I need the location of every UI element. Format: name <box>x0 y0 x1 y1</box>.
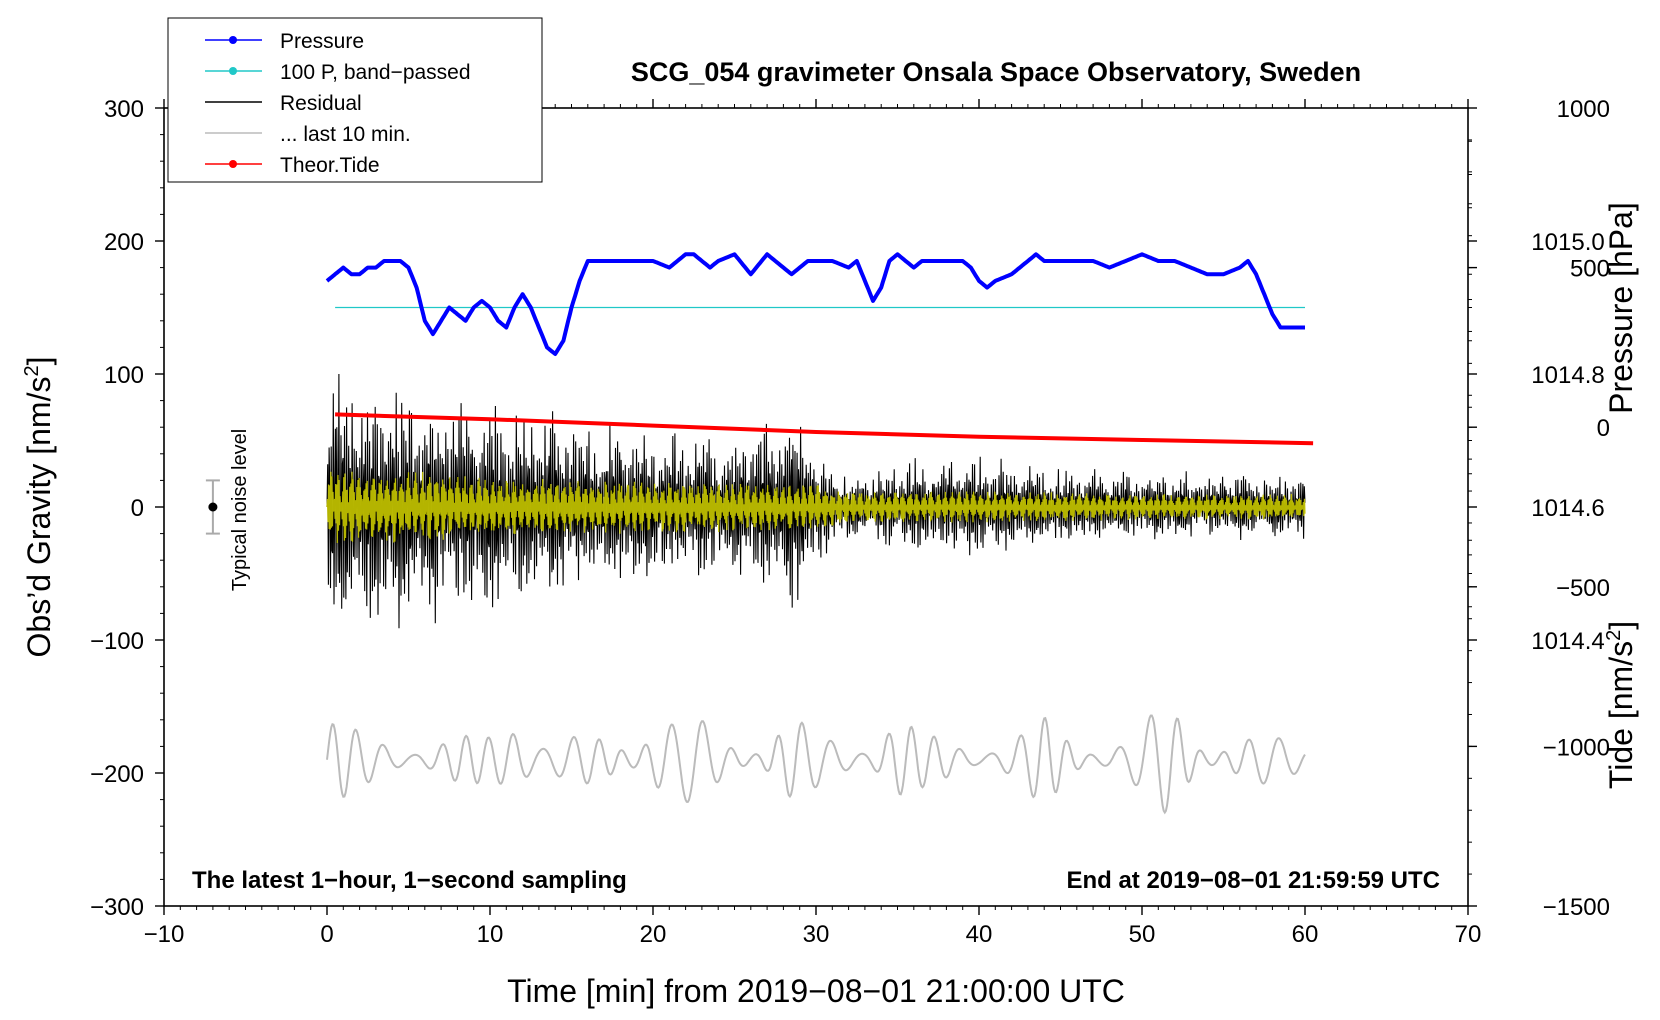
pressure-axis-title: Pressure [hPa] <box>1603 202 1639 414</box>
legend-marker <box>229 36 237 44</box>
legend-marker <box>229 67 237 75</box>
noise-center-dot <box>208 502 218 512</box>
legend-box <box>167 17 543 183</box>
tide-tick-label: −500 <box>1556 575 1610 602</box>
y-tick-label: 0 <box>131 495 144 522</box>
x-tick-label: 20 <box>640 921 667 948</box>
legend-label: Pressure <box>280 30 364 53</box>
axis-tick-labels: −10 0 10 20 30 40 50 60 703002001000−100−200−300… <box>90 96 1610 948</box>
x-tick-label: 60 <box>1292 921 1319 948</box>
y-axis-title: Obs’d Gravity [nm/s2] <box>21 357 57 658</box>
tide-tick-label: 0 <box>1597 415 1610 442</box>
legend-items: Pressure 100 P, band−passed Residual ... la… <box>205 30 471 177</box>
pressure-tick-label: 1014.4 <box>1531 628 1604 655</box>
series-layer <box>325 252 1314 815</box>
x-tick-label: 40 <box>966 921 993 948</box>
series-residual-yellow <box>326 471 1306 544</box>
legend: Pressure 100 P, band−passed Residual ... la… <box>167 17 543 183</box>
x-axis-title: Time [min] from 2019−08−01 21:00:00 UTC <box>507 973 1125 1009</box>
y-axis-title-close: ] <box>21 357 57 366</box>
series-theoretical-tide <box>335 412 1314 446</box>
tide-tick-label: −1500 <box>1543 894 1610 921</box>
y-tick-label: 300 <box>104 96 144 123</box>
x-tick-label: 70 <box>1455 921 1482 948</box>
tide-tick-label: 500 <box>1570 256 1610 283</box>
series-last-10-min <box>326 714 1306 815</box>
tide-axis-title: Tide [nm/s2] <box>1603 621 1639 789</box>
x-tick-label: 10 <box>477 921 504 948</box>
legend-label: Residual <box>280 92 362 115</box>
noise-level-label: Typical noise level <box>229 429 251 591</box>
tide-tick-label: −1000 <box>1543 734 1610 761</box>
pressure-tick-label: 1015.0 <box>1531 229 1604 256</box>
end-time-label: End at 2019−08−01 21:59:59 UTC <box>1066 867 1440 894</box>
chart-title: SCG_054 gravimeter Onsala Space Observat… <box>631 57 1361 87</box>
x-tick-label: 50 <box>1129 921 1156 948</box>
tide-axis-title-close: ] <box>1603 621 1639 630</box>
tide-tick-label: 1000 <box>1557 96 1610 123</box>
legend-label: 100 P, band−passed <box>280 61 471 84</box>
y-tick-label: 100 <box>104 362 144 389</box>
pressure-tick-label: 1014.8 <box>1531 362 1604 389</box>
y-tick-label: 200 <box>104 229 144 256</box>
y-tick-label: −100 <box>90 628 144 655</box>
y-tick-label: −200 <box>90 761 144 788</box>
x-tick-label: 0 <box>320 921 333 948</box>
tide-axis-title-main: Tide [nm/s <box>1603 641 1639 789</box>
x-tick-label: −10 <box>144 921 185 948</box>
legend-label: Theor.Tide <box>280 154 380 177</box>
tide-axis-title-sup: 2 <box>1603 630 1625 641</box>
noise-level-indicator <box>205 479 220 535</box>
series-pressure <box>325 252 1306 356</box>
y-axis-title-main: Obs’d Gravity [nm/s <box>21 377 57 658</box>
legend-label: ... last 10 min. <box>280 123 411 146</box>
pressure-tick-label: 1014.6 <box>1531 495 1604 522</box>
sampling-label: The latest 1−hour, 1−second sampling <box>192 867 627 894</box>
y-axis-title-sup: 2 <box>21 365 43 376</box>
legend-marker <box>229 160 237 168</box>
x-tick-label: 30 <box>803 921 830 948</box>
y-tick-label: −300 <box>90 894 144 921</box>
